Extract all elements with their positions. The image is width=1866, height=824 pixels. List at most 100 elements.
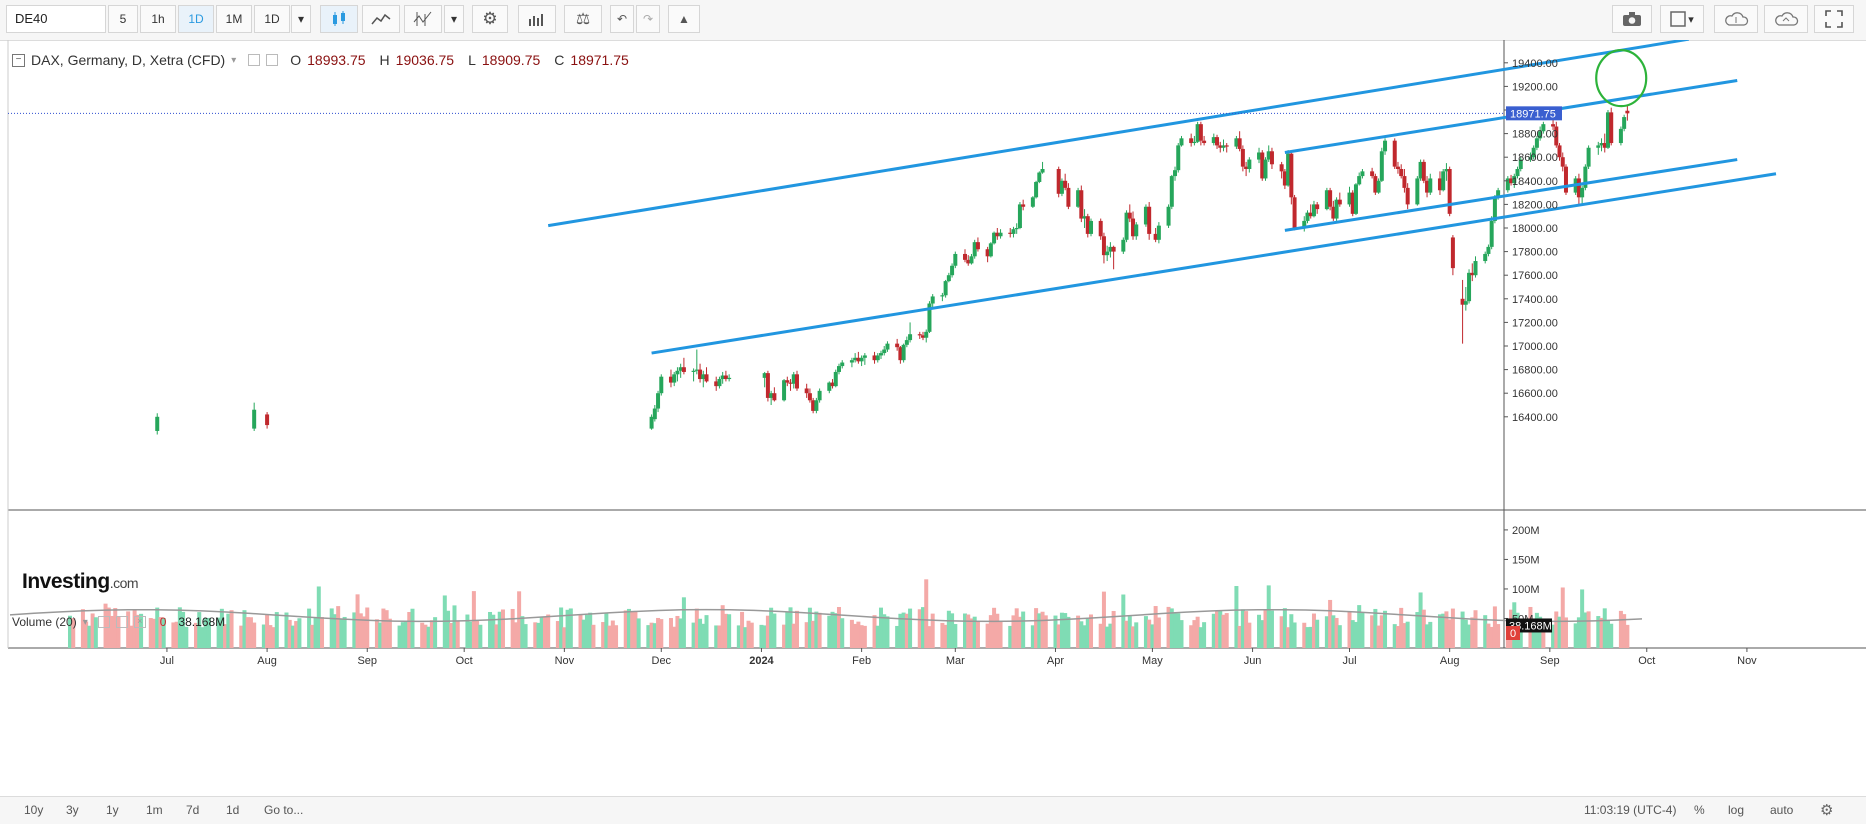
candle-body [975, 242, 980, 250]
low-label: L [468, 52, 476, 68]
range-7d[interactable]: 7d [186, 803, 200, 817]
candle-body [1269, 151, 1274, 165]
volume-bar [206, 617, 211, 648]
volume-bar [1211, 613, 1216, 648]
volume-bar [1105, 626, 1110, 648]
price-label: 18971.75 [1510, 108, 1556, 120]
collapse-icon[interactable]: − [12, 53, 25, 67]
volume-bar [336, 606, 341, 648]
interval-1d-button[interactable]: 1D [178, 5, 214, 33]
volume-bar [901, 612, 906, 648]
log-toggle[interactable]: log [1728, 803, 1745, 817]
gear-icon: ⚙ [482, 9, 498, 28]
fullscreen-button[interactable] [1814, 5, 1854, 33]
volume-bar [1269, 610, 1274, 648]
volume-bar [426, 626, 431, 648]
open-label: O [290, 52, 302, 68]
compare-button[interactable]: ⚖ [564, 5, 602, 33]
auto-toggle[interactable]: auto [1770, 803, 1794, 817]
volume-bar [155, 607, 160, 648]
chart-axes: 19400.0019200.0019000.0018800.0018600.00… [8, 58, 1757, 667]
chevron-down-icon[interactable]: ▾ [82, 616, 88, 628]
volume-bar [1043, 615, 1048, 648]
volume-bar [1059, 612, 1064, 648]
volume-bar [827, 615, 832, 648]
candle-body [946, 275, 951, 282]
percent-toggle[interactable]: % [1694, 803, 1705, 817]
compare-bars-button[interactable] [518, 5, 556, 33]
candle-body [1131, 218, 1136, 237]
settings-icon[interactable] [115, 616, 128, 628]
volume-bar [963, 613, 968, 648]
volume-bar [833, 613, 838, 648]
layout-button[interactable]: ▾ [1660, 5, 1704, 33]
trend-drawings[interactable] [547, 40, 1777, 355]
visibility-icon[interactable] [97, 616, 110, 628]
volume-bar [736, 625, 741, 648]
volume-bar [1127, 616, 1132, 648]
gear-icon[interactable]: ⚙ [1820, 802, 1834, 819]
alert-button[interactable]: ▲ [668, 5, 700, 33]
candle-body [252, 409, 257, 429]
volume-bar [601, 622, 606, 648]
interval-dropdown-button[interactable]: ▾ [291, 5, 311, 33]
undo-button[interactable]: ↶ [610, 5, 634, 33]
volume-title[interactable]: Volume (20) [12, 615, 77, 629]
interval-1m-button[interactable]: 1M [216, 5, 252, 33]
close-icon[interactable]: × [133, 616, 146, 628]
range-1d[interactable]: 1d [226, 803, 240, 817]
volume-bar [1370, 615, 1375, 648]
symbol-input[interactable]: DE40 [6, 5, 106, 33]
chevron-down-icon[interactable]: ▾ [231, 54, 237, 66]
goto-button[interactable]: Go to... [264, 803, 304, 817]
save-cloud-button[interactable] [1764, 5, 1808, 33]
range-10y[interactable]: 10y [24, 803, 44, 817]
y-tick-label: 18800.00 [1512, 129, 1558, 141]
candles-style-button[interactable] [320, 5, 358, 33]
range-3y[interactable]: 3y [66, 803, 79, 817]
settings-icon[interactable] [266, 54, 279, 66]
volume-bar [581, 619, 586, 648]
screenshot-button[interactable] [1612, 5, 1652, 33]
volume-bar [449, 622, 454, 648]
redo-button[interactable]: ↷ [636, 5, 660, 33]
volume-bar [536, 622, 541, 648]
volume-bar [268, 625, 273, 648]
volume-tick-label: 150M [1512, 554, 1540, 566]
settings-button[interactable]: ⚙ [472, 5, 508, 33]
volume-bar [817, 612, 822, 648]
range-1m[interactable]: 1m [146, 803, 163, 817]
volume-bar [465, 614, 470, 648]
indicators-dropdown-button[interactable]: ▾ [444, 5, 464, 33]
area-style-button[interactable] [362, 5, 400, 33]
instrument-title[interactable]: DAX, Germany, D, Xetra (CFD) [31, 52, 226, 68]
interval-custom-button[interactable]: 1D [254, 5, 290, 33]
candle-body [1376, 180, 1381, 193]
visibility-icon[interactable] [248, 54, 261, 66]
volume-bar [1257, 614, 1262, 648]
volume-bar [1395, 626, 1400, 648]
load-cloud-button[interactable] [1714, 5, 1758, 33]
interval-1h-button[interactable]: 1h [140, 5, 176, 33]
volume-bar [274, 612, 279, 648]
volume-bar [494, 624, 499, 648]
volume-bar [727, 614, 732, 648]
volume-bar [610, 620, 615, 648]
candle-body [762, 373, 767, 378]
trend-channel-line [547, 40, 1690, 228]
candle-body [1173, 170, 1178, 177]
price-chart[interactable]: 19400.0019200.0019000.0018800.0018600.00… [0, 40, 1866, 796]
volume-bar [271, 627, 276, 648]
candle-body [668, 376, 673, 383]
y-tick-label: 18400.00 [1512, 176, 1558, 188]
volume-bar [261, 624, 266, 648]
volume-bar [1173, 613, 1178, 648]
volume-bar [1008, 625, 1013, 648]
interval-5-button[interactable]: 5 [108, 5, 138, 33]
indicators-button[interactable] [404, 5, 442, 33]
bottom-toolbar: 10y 3y 1y 1m 7d 1d Go to... 11:03:19 (UT… [0, 796, 1866, 824]
candle-body [1437, 178, 1442, 191]
volume-bar [365, 607, 370, 648]
range-1y[interactable]: 1y [106, 803, 119, 817]
candle-body [155, 416, 160, 431]
